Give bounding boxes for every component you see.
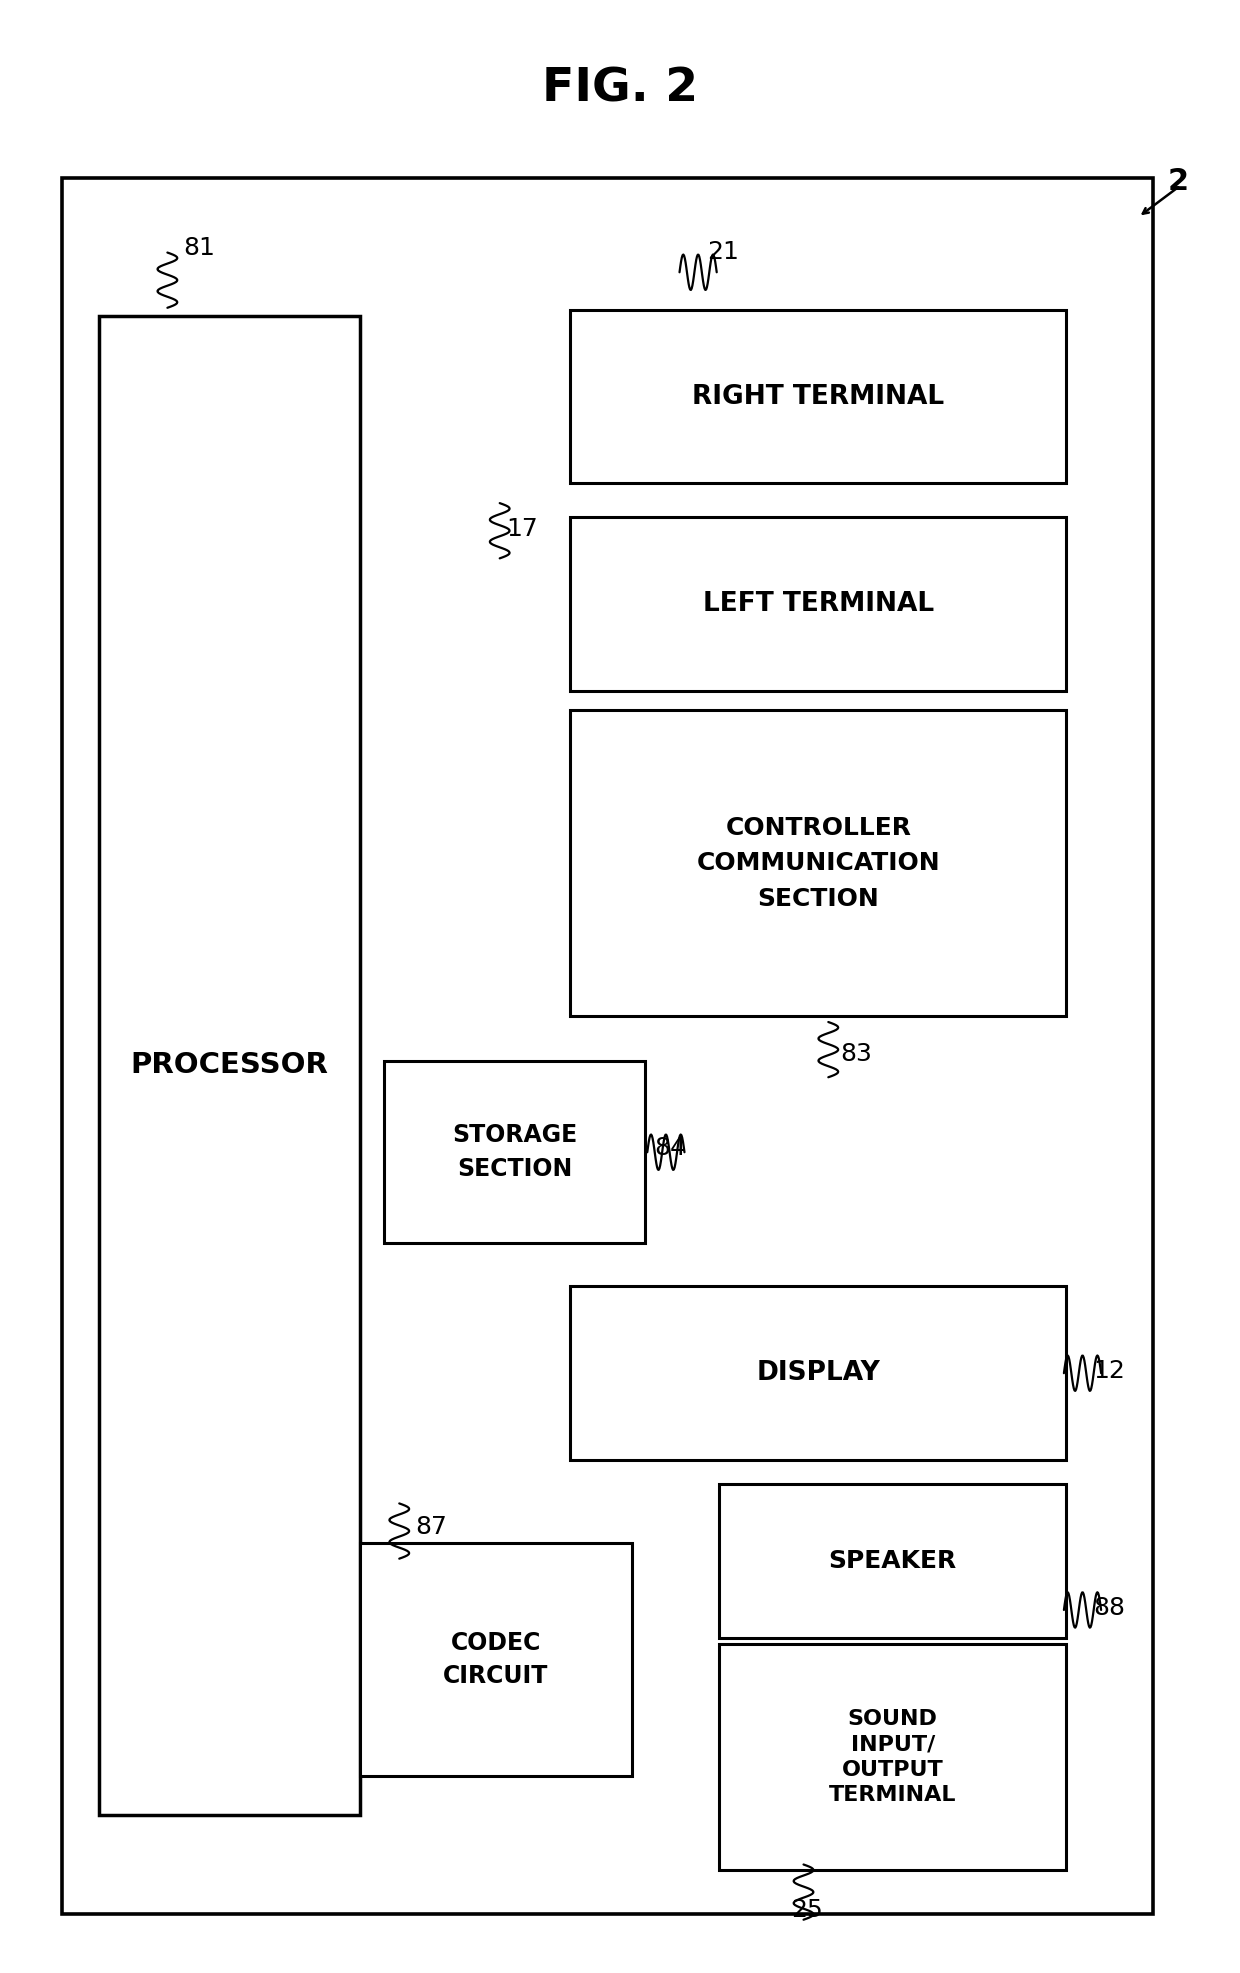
Bar xyxy=(99,316,360,1815)
Bar xyxy=(570,517,1066,691)
Text: 25: 25 xyxy=(791,1898,823,1922)
Bar xyxy=(384,1061,645,1243)
Bar xyxy=(570,710,1066,1016)
Text: CODEC
CIRCUIT: CODEC CIRCUIT xyxy=(444,1630,548,1689)
Text: 17: 17 xyxy=(506,517,538,541)
Text: DISPLAY: DISPLAY xyxy=(756,1359,880,1387)
Text: SOUND
INPUT/
OUTPUT
TERMINAL: SOUND INPUT/ OUTPUT TERMINAL xyxy=(830,1709,956,1805)
Text: RIGHT TERMINAL: RIGHT TERMINAL xyxy=(692,383,945,410)
Text: 2: 2 xyxy=(1167,168,1189,195)
Text: PROCESSOR: PROCESSOR xyxy=(130,1052,329,1079)
Text: 81: 81 xyxy=(184,237,216,260)
Text: 84: 84 xyxy=(655,1136,687,1160)
Bar xyxy=(719,1484,1066,1638)
Text: 12: 12 xyxy=(1094,1359,1126,1383)
Text: 88: 88 xyxy=(1094,1596,1126,1620)
Text: FIG. 2: FIG. 2 xyxy=(542,67,698,110)
Text: 21: 21 xyxy=(707,241,739,264)
Text: 87: 87 xyxy=(415,1515,448,1539)
Bar xyxy=(62,178,1153,1914)
Bar xyxy=(570,1286,1066,1460)
Text: CONTROLLER
COMMUNICATION
SECTION: CONTROLLER COMMUNICATION SECTION xyxy=(697,815,940,912)
Text: LEFT TERMINAL: LEFT TERMINAL xyxy=(703,590,934,618)
Bar xyxy=(719,1644,1066,1870)
Text: 83: 83 xyxy=(841,1042,873,1065)
Text: STORAGE
SECTION: STORAGE SECTION xyxy=(451,1123,578,1182)
Bar xyxy=(570,310,1066,483)
Text: SPEAKER: SPEAKER xyxy=(828,1549,957,1572)
Bar xyxy=(360,1543,632,1776)
